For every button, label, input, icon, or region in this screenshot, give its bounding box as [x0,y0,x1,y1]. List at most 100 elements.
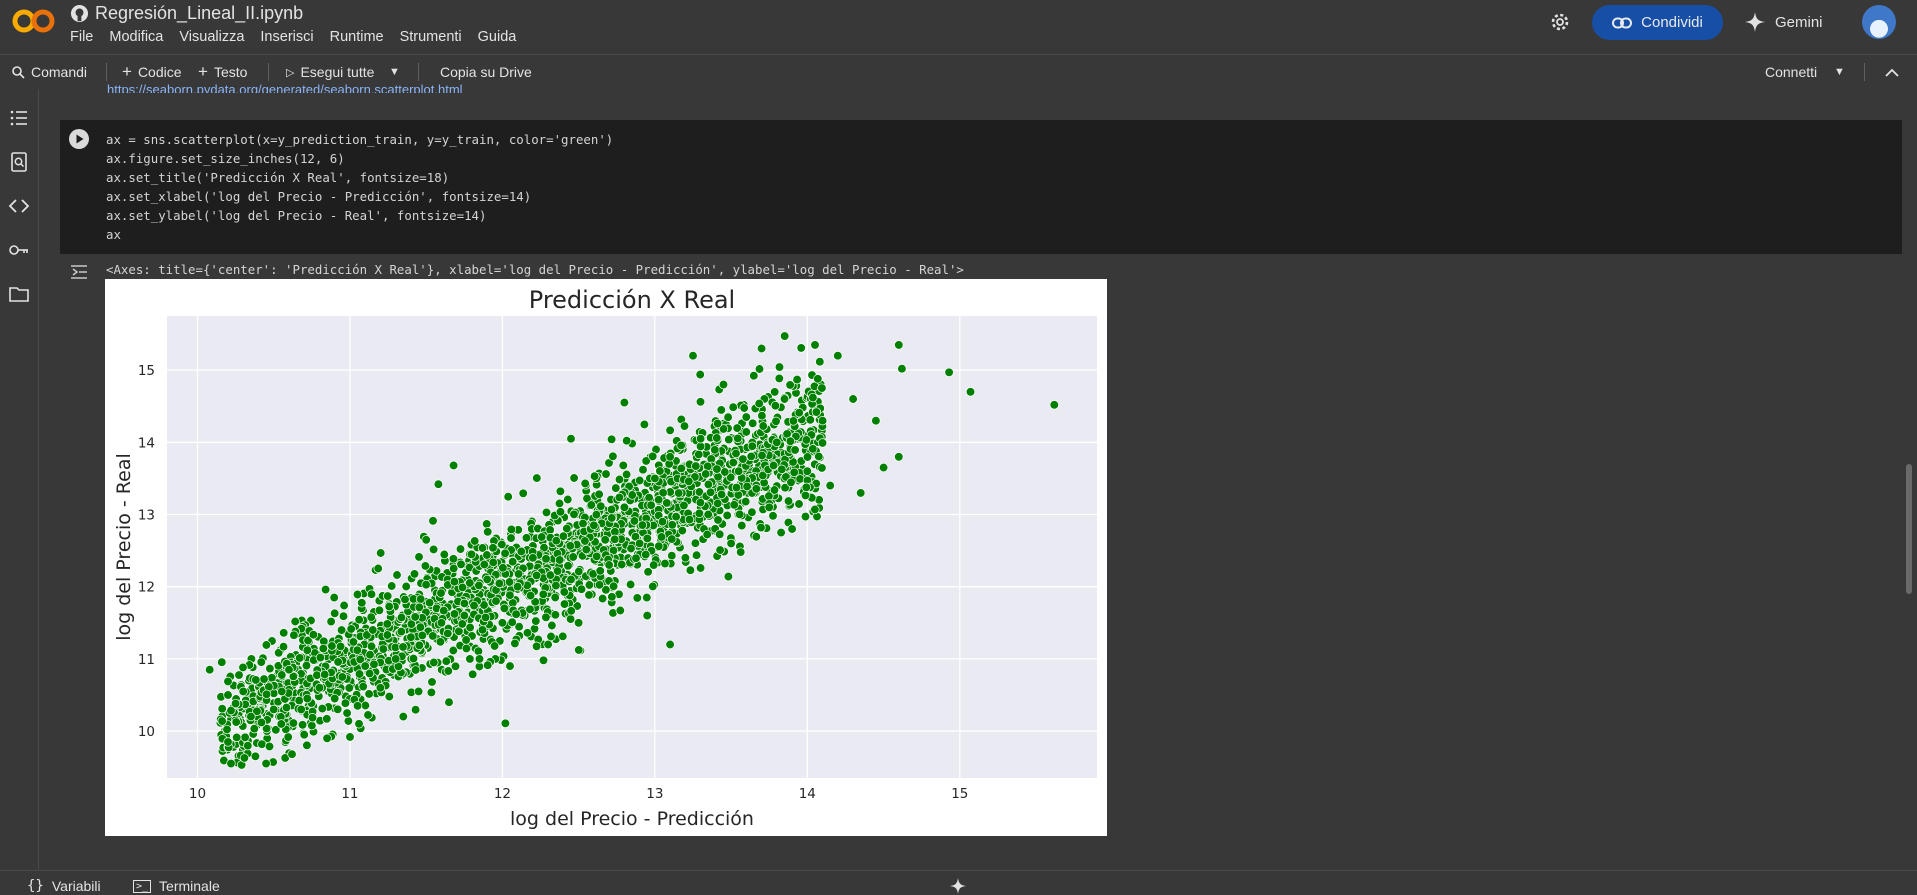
scatter-point [789,467,799,477]
connect-dropdown[interactable]: ▼ [1834,55,1845,89]
collapse-header-button[interactable] [1885,55,1899,89]
scatter-point [772,437,782,447]
scatter-point [308,630,319,640]
scatter-point [354,719,364,729]
scatter-point [251,675,261,685]
scatter-point [363,710,373,720]
scatter-point [433,479,444,489]
scatter-point [344,683,354,693]
scatter-point [786,477,796,487]
scatter-point [642,610,652,621]
scatter-point [357,598,367,608]
terminal-icon: >_ [133,879,152,893]
scatter-point [525,590,536,601]
scatter-point [382,619,392,629]
scatter-point [348,637,359,647]
menu-strumenti[interactable]: Strumenti [399,29,462,45]
scatter-point [646,500,656,510]
scrollbar[interactable] [1906,464,1912,594]
menu-modifica[interactable]: Modifica [109,29,164,45]
scatter-point [355,654,365,665]
scatter-point [716,489,727,500]
terminal-button[interactable]: >_ Terminale [133,878,220,894]
scatter-point [654,495,664,505]
scatter-point [894,340,904,350]
table-of-contents-icon[interactable] [8,107,30,129]
colab-logo[interactable] [12,7,56,35]
scatter-point [754,398,764,409]
find-replace-icon[interactable] [8,151,30,173]
scatter-point [547,620,557,631]
scatter-point [694,449,704,460]
scatter-point [584,590,594,600]
scatter-point [448,460,459,471]
menu-file[interactable]: File [70,29,94,45]
scatter-point [271,725,281,735]
menu-runtime[interactable]: Runtime [329,29,384,45]
variables-button[interactable]: {} Variabili [27,878,101,894]
code-cell[interactable]: ax = sns.scatterplot(x=y_prediction_trai… [60,120,1902,254]
scatter-point [378,644,388,654]
copy-drive-label: Copia su Drive [440,64,532,80]
scatter-point [749,371,759,381]
commands-button[interactable]: Comandi [12,55,87,89]
menu-visualizza[interactable]: Visualizza [179,29,245,45]
scatter-point [217,704,227,714]
scatter-point [787,524,797,534]
scatter-point [665,425,675,435]
scatter-point [466,549,477,559]
scatter-point [500,548,510,558]
scatter-point [448,554,459,564]
scatter-point [551,580,561,591]
scatter-point [277,686,287,697]
scatter-point [817,383,827,393]
scatter-point [482,550,492,560]
share-label: Condividi [1641,14,1703,31]
code-editor[interactable]: ax = sns.scatterplot(x=y_prediction_trai… [106,130,613,244]
menu-guida[interactable]: Guida [477,29,517,45]
gemini-button[interactable]: Gemini [1745,8,1823,36]
output-actions-icon[interactable] [69,262,89,282]
run-cell-button[interactable] [69,129,89,149]
scatter-point [261,640,272,650]
copy-to-drive-button[interactable]: Copia su Drive [440,55,532,89]
scatter-point [566,574,576,585]
run-all-dropdown[interactable]: ▼ [389,55,400,89]
avatar[interactable] [1862,5,1896,39]
scatter-point [307,720,317,731]
scatter-point [364,668,375,679]
scatter-point [694,508,704,518]
scatter-point [277,670,287,680]
key-icon[interactable] [8,239,30,261]
gear-icon[interactable] [1549,11,1571,33]
scatter-point [410,612,420,622]
scatter-point [594,489,604,499]
code-snippets-icon[interactable] [8,195,30,217]
connect-button[interactable]: Connetti [1765,55,1817,89]
scatter-point [777,464,787,474]
scatter-point [701,469,711,479]
scatter-point [751,532,761,542]
folder-icon[interactable] [8,283,30,305]
scatter-point [315,652,326,663]
scatter-point [848,394,858,404]
add-code-button[interactable]: + Codice [122,55,182,89]
share-button[interactable]: Condividi [1592,5,1723,40]
drag-handle[interactable] [950,878,966,894]
notebook-title[interactable]: Regresión_Lineal_II.ipynb [95,2,304,23]
scatter-point [808,444,818,454]
scatter-point [726,538,736,549]
menu-inserisci[interactable]: Inserisci [260,29,314,45]
terminal-label: Terminale [159,878,220,894]
scatter-point [336,625,347,635]
plus-icon: + [122,62,132,81]
run-all-button[interactable]: ▷ Esegui tutte [286,55,374,89]
add-text-button[interactable]: + Testo [198,55,247,89]
scatter-point [559,599,570,609]
x-tick-label: 14 [799,786,816,802]
scatter-point [301,660,312,671]
previous-cell-link[interactable]: https://seaborn.pydata.org/generated/sea… [107,82,463,93]
scatter-point [774,362,785,372]
scatter-point [302,693,312,704]
scatter-point [729,500,739,510]
